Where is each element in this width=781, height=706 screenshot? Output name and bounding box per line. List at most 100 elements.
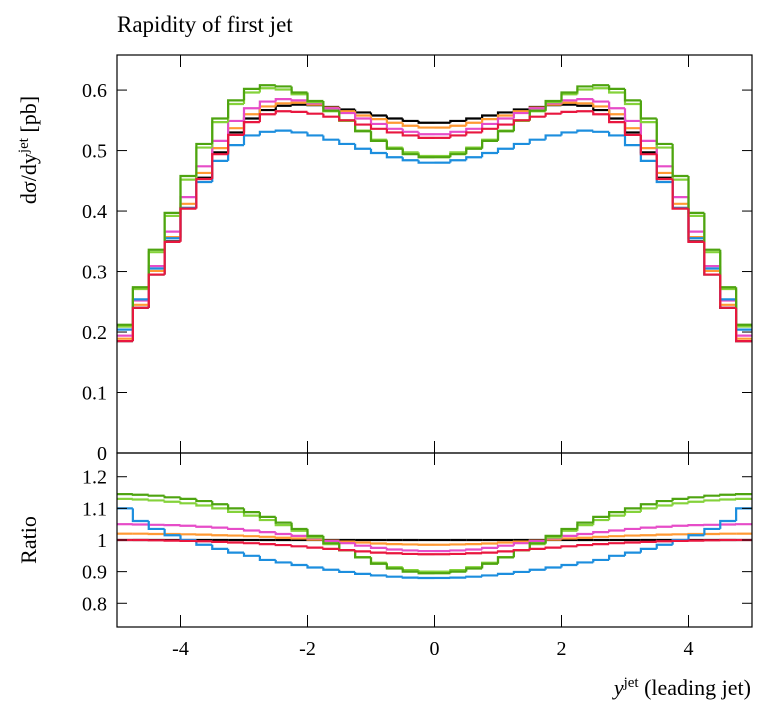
histogram-step: [131, 306, 149, 342]
histogram-step: [354, 571, 371, 575]
histogram-step: [719, 519, 737, 529]
y-axis-label: dσ/dyjet [pb]: [16, 96, 41, 204]
histogram-step: [385, 547, 403, 551]
histogram-step: [512, 549, 530, 558]
ratio-axis-label: Ratio: [16, 516, 41, 564]
histogram-step: [481, 114, 498, 119]
histogram-step: [719, 274, 737, 309]
histogram-step: [417, 125, 435, 129]
histogram-step: [258, 543, 276, 546]
histogram-step: [274, 88, 292, 91]
histogram-step: [576, 102, 594, 105]
histogram-step: [401, 118, 419, 123]
histogram-step: [671, 172, 689, 205]
histogram-step: [385, 139, 403, 149]
y-tick-label: 0.1: [82, 383, 107, 405]
histogram-step: [274, 110, 292, 115]
histogram-step: [401, 148, 419, 156]
histogram-step: [639, 540, 657, 543]
histogram-step: [687, 534, 705, 540]
histogram-step: [481, 562, 498, 569]
histogram-step: [274, 536, 292, 539]
histogram-step: [401, 157, 419, 162]
histogram-step: [242, 552, 260, 557]
histogram-step: [496, 147, 514, 153]
histogram-step: [417, 131, 435, 136]
histogram-step: [623, 551, 641, 556]
histogram-step: [687, 500, 705, 504]
histogram-step: [528, 115, 546, 121]
histogram-step: [242, 542, 260, 545]
histogram-step: [179, 524, 197, 527]
histogram-step: [147, 499, 165, 502]
histogram-step: [369, 124, 387, 130]
x-label-part: (leading jet): [639, 675, 751, 700]
histogram-step: [465, 131, 483, 136]
histogram-step: [369, 112, 387, 117]
histogram-step: [465, 575, 483, 578]
histogram-step: [242, 508, 260, 514]
histogram-step: [481, 118, 498, 123]
histogram-step: [592, 530, 610, 534]
histogram-step: [306, 111, 324, 115]
histogram-step: [290, 103, 308, 106]
histogram-step: [639, 134, 657, 156]
histogram-step: [274, 559, 292, 564]
histogram-step: [544, 566, 562, 570]
histogram-step: [671, 524, 689, 527]
histogram-step: [703, 215, 721, 254]
histogram-step: [671, 147, 689, 181]
histogram-step: [369, 131, 387, 142]
histogram-step: [306, 564, 324, 569]
histogram-step: [623, 507, 641, 513]
y-label-part: dσ/dy: [16, 153, 41, 204]
histogram-step: [290, 130, 308, 134]
histogram-step: [496, 130, 514, 141]
histogram-step: [211, 544, 229, 550]
histogram-step: [544, 99, 562, 111]
histogram-step: [227, 144, 244, 161]
histogram-step: [481, 139, 498, 149]
histogram-step: [147, 521, 165, 531]
histogram-step: [147, 273, 165, 308]
histogram-step: [338, 569, 356, 574]
histogram-step: [242, 87, 260, 101]
histogram-step: [544, 546, 562, 549]
histogram-step: [354, 120, 371, 126]
histogram-step: [322, 535, 340, 545]
histogram-step: [655, 499, 673, 505]
histogram-step: [211, 153, 229, 179]
histogram-step: [322, 135, 340, 141]
histogram-step: [512, 570, 530, 574]
histogram-step: [687, 524, 705, 527]
histogram-step: [274, 543, 292, 547]
histogram-step: [639, 547, 657, 553]
histogram-step: [163, 240, 181, 275]
y-tick-label: 0.3: [82, 262, 107, 284]
histogram-step: [560, 563, 578, 568]
histogram-step: [163, 495, 181, 499]
histogram-step: [258, 530, 276, 534]
histogram-step: [639, 120, 657, 142]
histogram-step: [592, 84, 610, 87]
histogram-step: [592, 130, 610, 133]
x-label-superscript: jet: [623, 675, 640, 691]
histogram-step: [227, 133, 244, 155]
histogram-step: [354, 143, 371, 150]
histogram-step: [211, 526, 229, 529]
histogram-step: [560, 131, 578, 136]
histogram-step: [449, 153, 467, 158]
histogram-step: [274, 102, 292, 107]
histogram-step: [576, 85, 594, 93]
x-axis-label: yjet (leading jet): [612, 675, 751, 700]
histogram-step: [639, 128, 657, 150]
histogram-step: [449, 134, 467, 138]
histogram-step: [242, 134, 260, 146]
histogram-step: [576, 536, 594, 539]
histogram-step: [576, 104, 594, 107]
histogram-step: [735, 304, 752, 340]
histogram-step: [512, 549, 530, 552]
histogram-step: [576, 110, 594, 113]
histogram-step: [576, 561, 594, 565]
histogram-step: [163, 214, 181, 253]
